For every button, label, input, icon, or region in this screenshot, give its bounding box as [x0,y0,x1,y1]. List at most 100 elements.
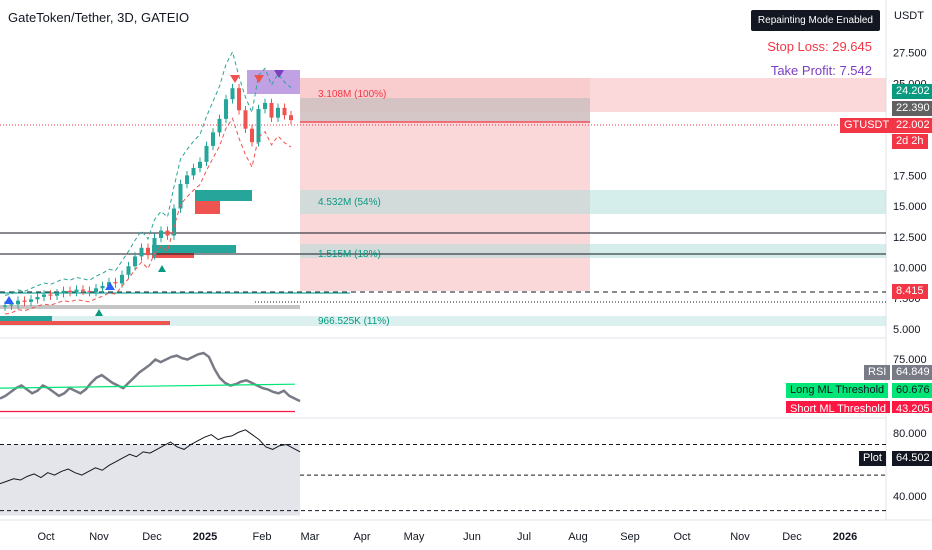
candle-body-36 [237,88,241,111]
buy-signal-1 [4,296,14,304]
long-threshold-value: 60.676 [892,383,932,398]
candle-body-33 [217,118,222,133]
candle-body-22 [146,247,150,256]
rsi-value-label: 64.849 [892,365,932,380]
long-threshold-name: Long ML Threshold [786,383,889,398]
upper-envelope [4,50,292,296]
time-tick-14: Dec [782,531,802,543]
time-tick-13: Nov [730,531,750,543]
candle-body-18 [120,274,124,284]
time-tick-3: 2025 [193,531,217,543]
buy-marker-1 [95,309,103,316]
price-label-avg: 22.390 [892,101,932,116]
candle-body-35 [230,88,235,100]
rsi-tick-0: 75.000 [893,354,927,366]
time-tick-0: Oct [37,531,54,543]
candle-body-1 [9,304,14,306]
volume-label-1: 4.532M (54%) [318,197,381,208]
plot-name-tag: Plot [859,451,886,466]
candle-body-30 [198,161,202,168]
volume-zone-2 [300,244,886,258]
lower-envelope [4,117,292,315]
symbol-tag: GTUSDT [840,118,894,133]
short-threshold-name: Short ML Threshold [786,401,890,413]
candle-body-41 [269,102,274,118]
plot-tick-1: 40.000 [893,491,927,503]
candle-body-6 [42,294,46,297]
time-tick-15: 2026 [833,531,857,543]
price-tick-3: 17.500 [893,170,927,182]
symbol-title[interactable]: GateToken/Tether, 3D, GATEIO [8,10,190,25]
time-tick-10: Aug [568,531,588,543]
candle-body-10 [68,290,72,293]
mode-badge: Repainting Mode Enabled [750,10,880,31]
candle-body-38 [250,128,254,143]
candle-body-19 [126,266,131,275]
support-label: 8.415 [892,284,928,299]
time-tick-4: Feb [253,531,272,543]
time-tick-12: Oct [673,531,690,543]
time-tick-9: Jul [517,531,531,543]
last-price-label: 22.002 [892,118,932,133]
candle-body-42 [276,107,280,118]
candle-body-32 [211,132,215,146]
sell-marker-1 [230,75,240,83]
volume-label-2: 1.515M (18%) [318,249,381,260]
plot-value-label: 64.502 [892,451,932,466]
candle-body-40 [263,102,267,110]
candle-body-21 [139,247,144,257]
candle-body-34 [224,99,228,119]
candle-body-44 [289,115,293,121]
volume-block-up-3 [0,316,52,321]
time-tick-5: Mar [301,531,320,543]
price-tick-4: 15.000 [893,201,927,213]
take-profit-label: Take Profit: 7.542 [770,63,872,78]
candle-body-11 [74,289,79,293]
stop-loss-label: Stop Loss: 29.645 [767,39,872,54]
sell-marker-2 [254,75,264,83]
currency-label[interactable]: USDT [894,10,924,22]
volume-block-down-1 [195,201,220,214]
candle-body-12 [81,289,85,291]
candle-body-23 [152,237,157,256]
candle-body-9 [61,290,66,294]
price-tick-5: 12.500 [893,232,927,244]
candle-body-4 [29,299,33,302]
rsi-name-tag: RSI [864,365,891,380]
candle-body-8 [55,293,59,296]
candle-body-20 [133,256,137,267]
candle-body-37 [243,110,248,129]
time-tick-2: Dec [142,531,162,543]
candle-body-15 [100,285,105,289]
volume-block-gray [0,305,300,309]
sell-marker-3 [274,70,284,78]
candle-body-26 [172,208,176,236]
candle-body-24 [159,230,163,238]
time-tick-11: Sep [620,531,640,543]
candle-body-17 [113,282,118,284]
candle-body-14 [94,288,98,293]
entry-zone [300,98,590,122]
volume-label-0: 3.108M (100%) [318,89,386,100]
buy-signal-2 [105,282,115,290]
volume-label-3: 966.525K (11%) [318,316,390,327]
time-tick-7: May [404,531,425,543]
candle-body-5 [35,296,40,300]
candle-body-39 [256,109,261,143]
short-threshold-value: 43.205 [892,401,932,413]
volume-block-down-3 [0,321,170,325]
volume-block-down-2 [152,253,194,258]
volume-zone-1 [300,190,886,214]
long-threshold-line [0,383,296,389]
candle-body-27 [178,183,183,209]
plot-line [0,429,301,485]
rsi-line [0,351,301,403]
price-tick-8: 5.000 [893,324,921,336]
price-tick-6: 10.000 [893,262,927,274]
candle-body-43 [282,107,287,116]
time-tick-8: Jun [463,531,481,543]
plot-tick-0: 80.000 [893,428,927,440]
time-tick-1: Nov [89,531,109,543]
price-label-high: 24.202 [892,84,932,99]
